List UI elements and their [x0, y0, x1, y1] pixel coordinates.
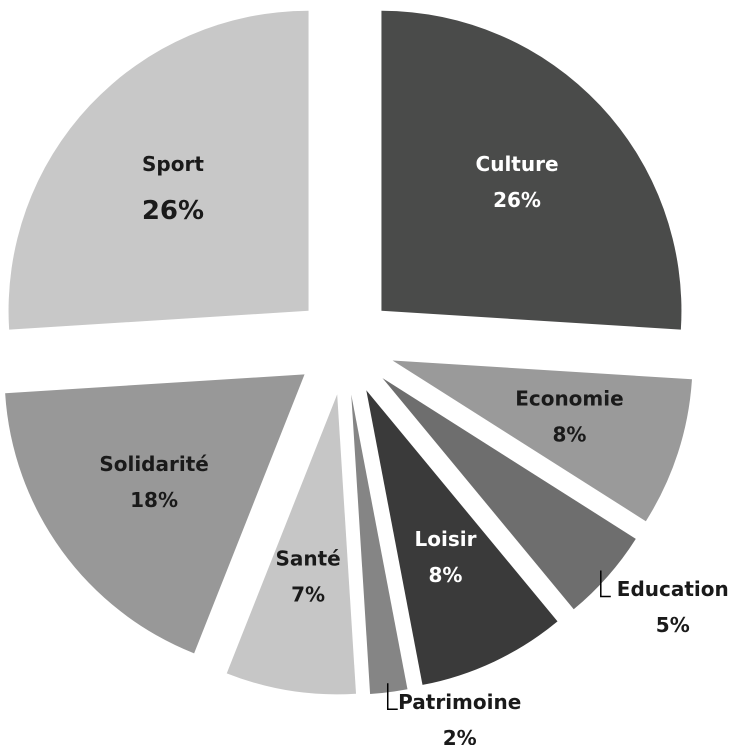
- pie-slice: [392, 360, 692, 522]
- slice-label: Loisir: [414, 527, 476, 551]
- pie-slice: [8, 10, 309, 330]
- value-label: 7%: [291, 583, 325, 607]
- value-label: 26%: [142, 196, 204, 226]
- slice-label: Santé: [275, 547, 340, 571]
- pie-slice: [381, 10, 682, 330]
- slice-label: Culture: [476, 152, 559, 176]
- value-label: 2%: [443, 726, 477, 745]
- slice-label: Solidarité: [99, 452, 209, 476]
- pie-slice: [351, 394, 408, 695]
- pie-slice: [226, 394, 357, 695]
- value-label: 18%: [130, 488, 178, 512]
- slice-label: Sport: [142, 152, 204, 176]
- value-label: 8%: [552, 422, 586, 446]
- slice-label: Patrimoine: [398, 690, 521, 714]
- pie-slice: [5, 374, 305, 654]
- slice-label: Education: [617, 577, 729, 601]
- pie-slice: [366, 390, 558, 685]
- pie-slice: [382, 378, 636, 610]
- value-label: 8%: [428, 563, 462, 587]
- value-label: 5%: [656, 613, 690, 637]
- leader-line: [386, 683, 398, 711]
- value-label: 26%: [493, 188, 541, 212]
- slice-label: Economie: [515, 386, 624, 410]
- leader-line: [600, 570, 611, 598]
